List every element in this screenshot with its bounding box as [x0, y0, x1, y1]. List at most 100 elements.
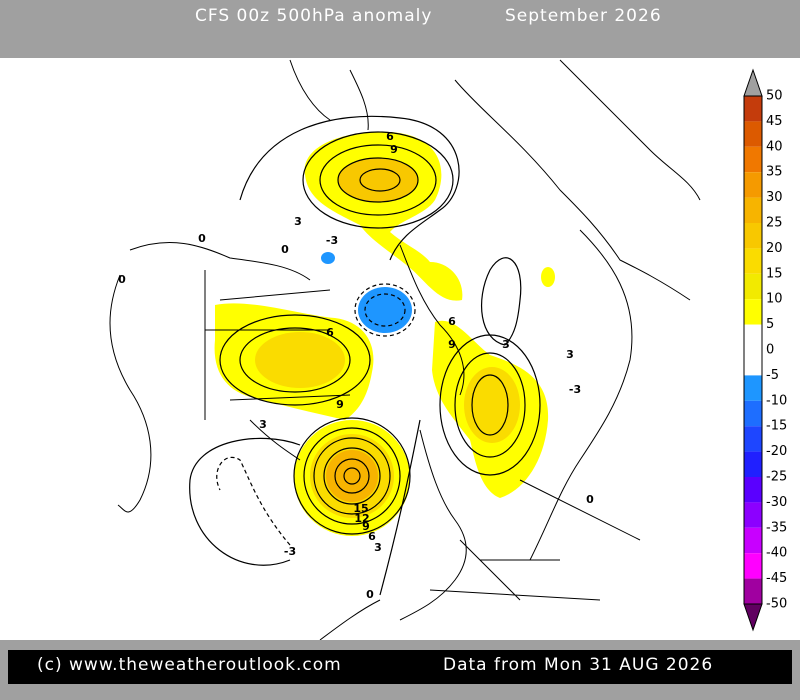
- contour-label: 3: [502, 338, 510, 351]
- colorbar-band: [744, 299, 762, 325]
- contour-label: 0: [281, 243, 289, 256]
- contour: [454, 352, 526, 458]
- colorbar-label: 20: [766, 241, 783, 256]
- contour: [471, 374, 509, 436]
- colorbar-label: 45: [766, 114, 783, 129]
- colorbar-band: [744, 146, 762, 173]
- contour: [354, 283, 416, 337]
- contour-label: 9: [390, 143, 398, 156]
- contour-label: 9: [362, 520, 370, 533]
- colorbar-band: [744, 121, 762, 147]
- positive-anomaly: [541, 267, 555, 287]
- coastline: [204, 270, 351, 420]
- contour-label: 9: [448, 338, 456, 351]
- colorbar-label: 15: [766, 266, 783, 281]
- colorbar-band: [744, 273, 762, 300]
- contour: [239, 115, 460, 261]
- period: September 2026: [505, 6, 662, 26]
- contour-label: 6: [368, 530, 376, 543]
- colorbar-band: [744, 451, 762, 477]
- coastline: [249, 244, 465, 461]
- colorbar-label: -50: [766, 597, 787, 612]
- header-bar: [0, 0, 800, 58]
- colorbar-band: [744, 324, 762, 350]
- colorbar-band: [744, 248, 762, 274]
- colorbar-band: [744, 172, 762, 198]
- map: [109, 59, 701, 641]
- colorbar-band: [744, 197, 762, 223]
- negative-anomaly: [321, 252, 335, 264]
- coastline: [429, 479, 641, 601]
- contour-label: 15: [353, 502, 368, 515]
- contour: [364, 293, 406, 327]
- contour: [219, 314, 371, 406]
- colorbar-label: -35: [766, 520, 787, 535]
- contour-label: 12: [354, 512, 369, 525]
- colorbar-label: 25: [766, 216, 783, 231]
- colorbar-label: -40: [766, 546, 787, 561]
- footer-bar: [8, 650, 792, 684]
- coastline: [529, 59, 701, 561]
- contour-label: -3: [569, 383, 581, 396]
- colorbar-band: [744, 502, 762, 528]
- colorbar-band: [744, 527, 762, 554]
- contour-label: 0: [118, 273, 126, 286]
- contour: [343, 467, 361, 485]
- colorbar-band: [744, 375, 762, 401]
- colorbar-band: [744, 553, 762, 579]
- data-date: Data from Mon 31 AUG 2026: [443, 655, 713, 675]
- contour: [319, 144, 437, 216]
- colorbar-label: 30: [766, 190, 783, 205]
- contour: [302, 131, 454, 229]
- contour: [337, 157, 419, 203]
- contour: [189, 437, 301, 566]
- contour: [379, 419, 421, 596]
- contour-label: 9: [336, 398, 344, 411]
- colorbar: 50454035302520151050-5-10-15-20-25-30-35…: [743, 68, 787, 632]
- contour: [323, 447, 381, 505]
- colorbar-label: -30: [766, 495, 787, 510]
- coastline: [109, 241, 311, 513]
- colorbar-label: 35: [766, 165, 783, 180]
- colorbar-label: -15: [766, 419, 787, 434]
- colorbar-label: -45: [766, 571, 787, 586]
- contour-label: 6: [386, 130, 394, 143]
- contour: [313, 437, 391, 515]
- contour: [334, 458, 370, 494]
- title: CFS 00z 500hPa anomaly: [195, 6, 432, 26]
- colorbar-label: -20: [766, 444, 787, 459]
- colorbar-band: [744, 578, 762, 604]
- colorbar-label: 40: [766, 139, 783, 154]
- colorbar-band: [744, 477, 762, 503]
- colorbar-label: 5: [766, 317, 774, 332]
- colorbar-under: [743, 603, 763, 632]
- colorbar-label: -5: [766, 368, 779, 383]
- contour-label: 6: [326, 326, 334, 339]
- contour: [239, 327, 351, 393]
- colorbar-label: -10: [766, 393, 787, 408]
- coastline: [289, 59, 691, 301]
- colorbar-label: 10: [766, 292, 783, 307]
- contour: [481, 257, 522, 346]
- positive-anomaly: [255, 332, 345, 388]
- copyright: (c) www.theweatheroutlook.com: [37, 655, 342, 675]
- colorbar-label: -25: [766, 470, 787, 485]
- contour-label: 0: [198, 232, 206, 245]
- contour-label: 3: [374, 541, 382, 554]
- colorbar-band: [744, 400, 762, 427]
- contour-label: 3: [566, 348, 574, 361]
- contour-label: 0: [586, 493, 594, 506]
- contour: [303, 427, 401, 525]
- colorbar-band: [744, 350, 762, 376]
- colorbar-band: [744, 96, 762, 122]
- colorbar-label: 0: [766, 343, 774, 358]
- contour: [293, 417, 411, 535]
- contour: [216, 456, 291, 546]
- positive-anomaly: [464, 367, 520, 443]
- colorbar-over: [743, 68, 763, 97]
- colorbar-band: [744, 223, 762, 249]
- contour-label: 6: [448, 315, 456, 328]
